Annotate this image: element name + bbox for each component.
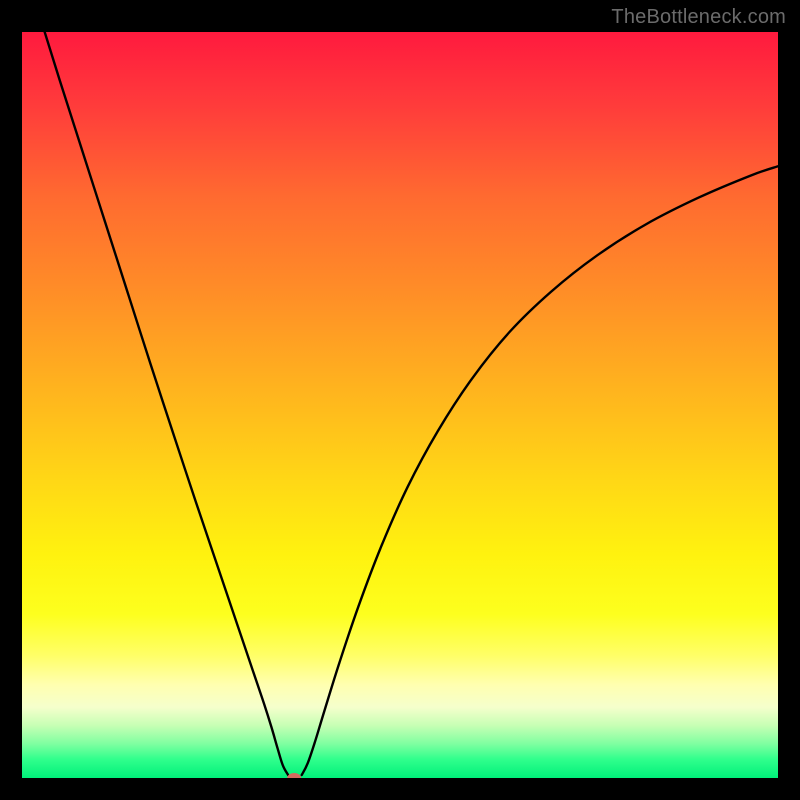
curve-layer [22,32,778,778]
watermark-text: TheBottleneck.com [611,6,786,29]
minimum-marker [287,773,301,778]
curve-right-branch [302,166,778,775]
plot-area [22,32,778,778]
curve-left-branch [45,32,288,775]
chart-stage: TheBottleneck.com [0,0,800,800]
